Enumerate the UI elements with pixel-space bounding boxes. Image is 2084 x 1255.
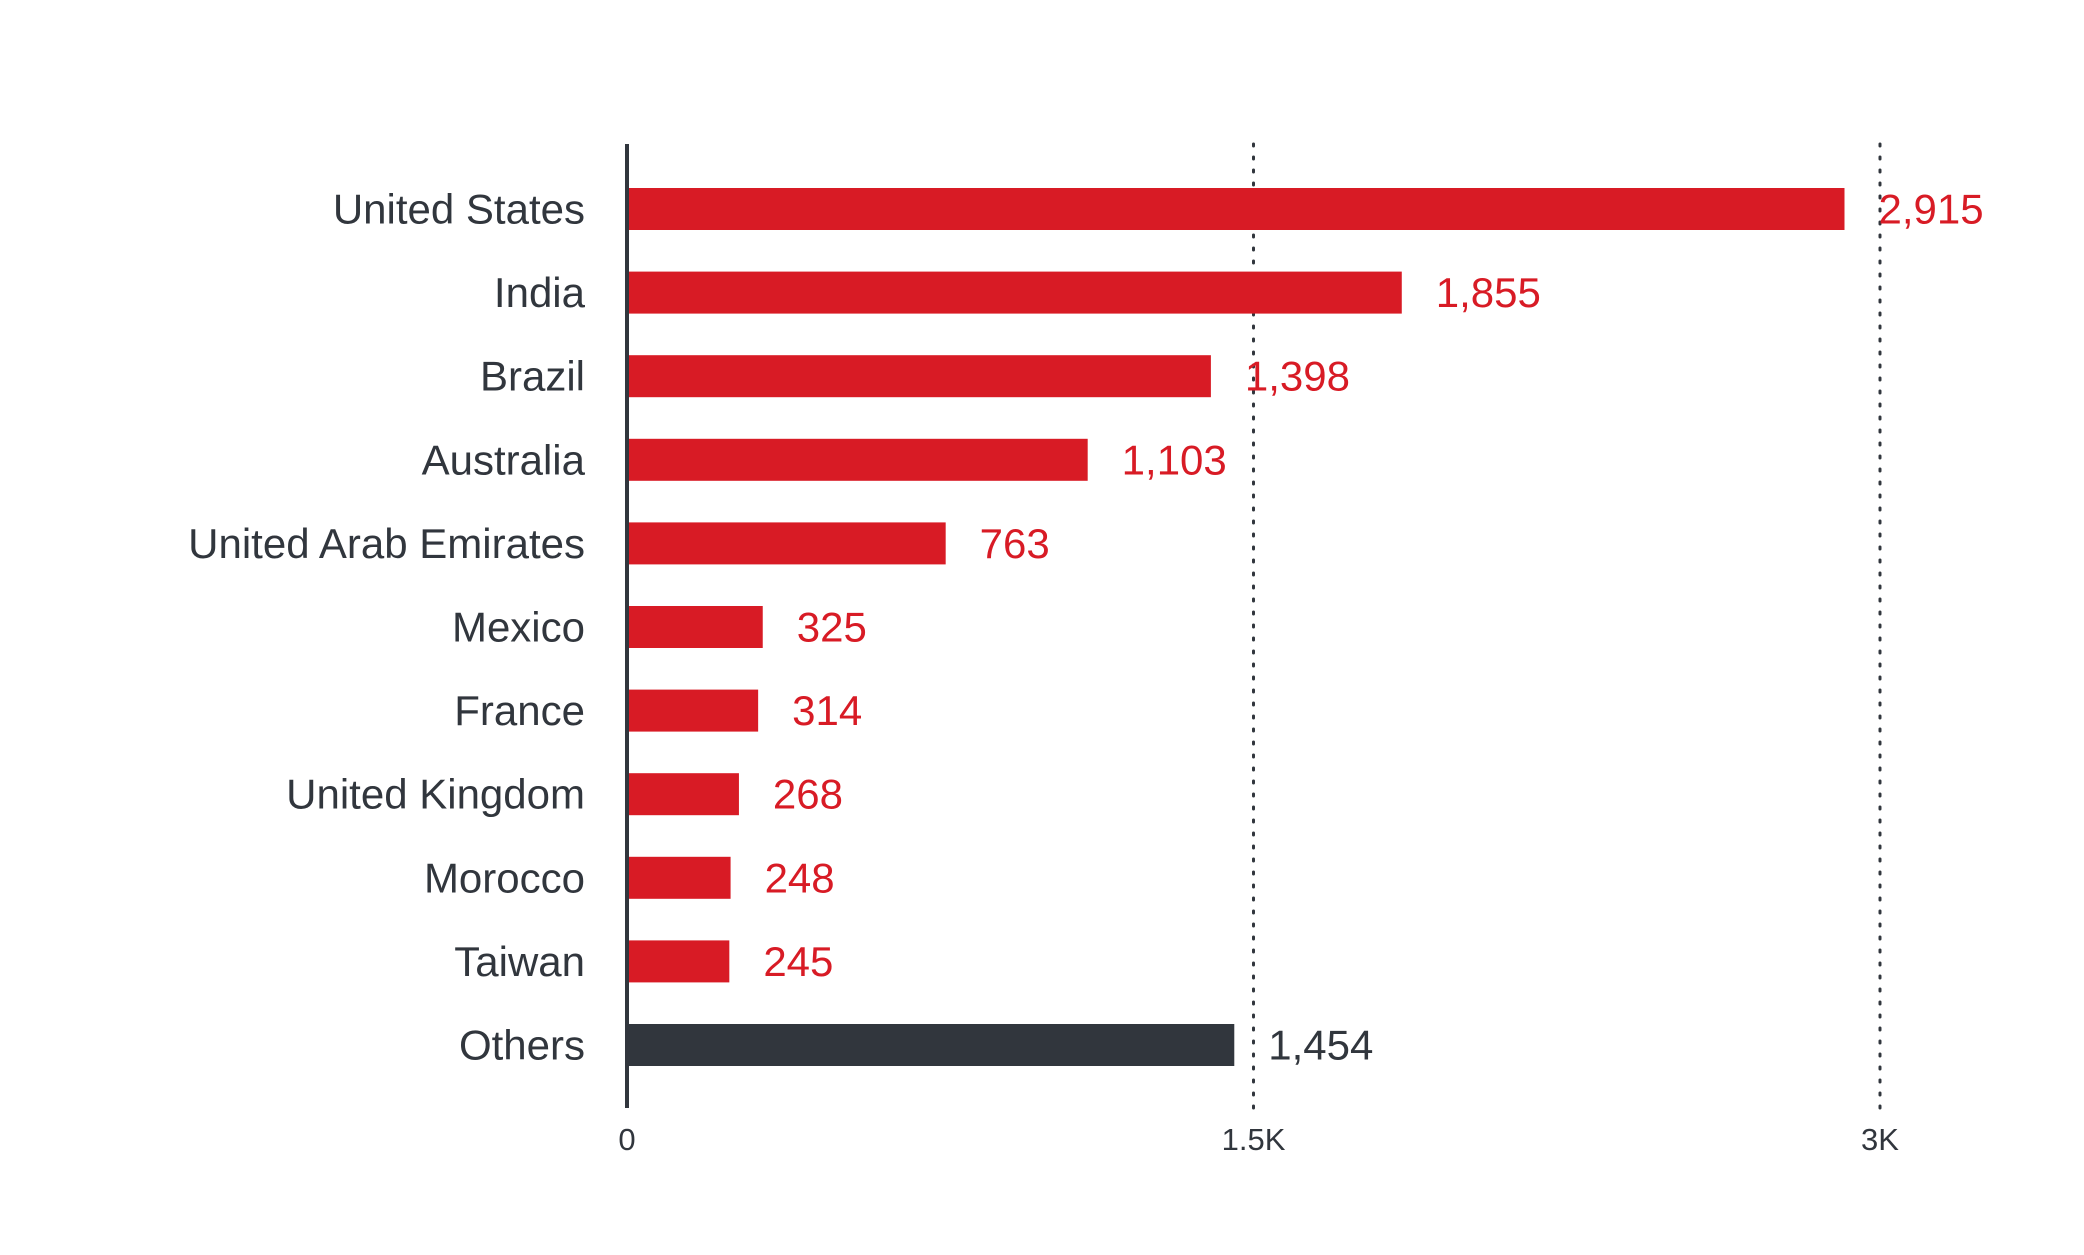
bar-united-arab-emirates [627, 522, 946, 565]
bar-australia [627, 438, 1088, 481]
category-label: United States [333, 186, 585, 233]
value-label: 1,398 [1245, 353, 1350, 400]
value-label: 2,915 [1878, 186, 1983, 233]
bar-united-states [627, 188, 1845, 230]
value-label: 325 [797, 604, 867, 651]
bar-france [627, 689, 759, 732]
category-labels: United States India Brazil Australia United … [188, 186, 586, 1069]
category-label: Morocco [424, 854, 585, 901]
x-tick-labels: 0 1.5K 3K [618, 1122, 1899, 1157]
value-labels: 2,915 1,855 1,398 1,103 763 325 314 268 248 245 1,… [763, 186, 1983, 1069]
category-label: Mexico [452, 604, 585, 651]
x-tick-label: 3K [1861, 1122, 1899, 1157]
value-label: 1,454 [1268, 1022, 1373, 1069]
category-label: Australia [422, 436, 586, 483]
x-tick-label: 1.5K [1222, 1122, 1286, 1157]
bar-india [627, 271, 1402, 314]
bars [627, 188, 1845, 1066]
value-label: 314 [792, 687, 862, 734]
value-label: 268 [773, 771, 843, 818]
value-label: 763 [980, 520, 1050, 567]
value-label: 1,103 [1122, 436, 1227, 483]
value-label: 248 [765, 854, 835, 901]
category-label: United Arab Emirates [188, 520, 585, 567]
bar-united-kingdom [627, 773, 739, 816]
gridlines [1252, 142, 1882, 1110]
bar-taiwan [627, 940, 730, 983]
bar-mexico [627, 606, 763, 648]
category-label: United Kingdom [286, 771, 585, 818]
value-label: 245 [763, 938, 833, 985]
bar-brazil [627, 355, 1211, 398]
x-tick-label: 0 [618, 1122, 635, 1157]
value-label: 1,855 [1436, 269, 1541, 316]
category-label: France [454, 687, 585, 734]
category-label: Brazil [480, 353, 585, 400]
category-label: India [494, 269, 586, 316]
bar-others [627, 1024, 1235, 1066]
category-label: Others [459, 1022, 585, 1069]
category-label: Taiwan [454, 938, 585, 985]
bar-morocco [627, 856, 731, 899]
